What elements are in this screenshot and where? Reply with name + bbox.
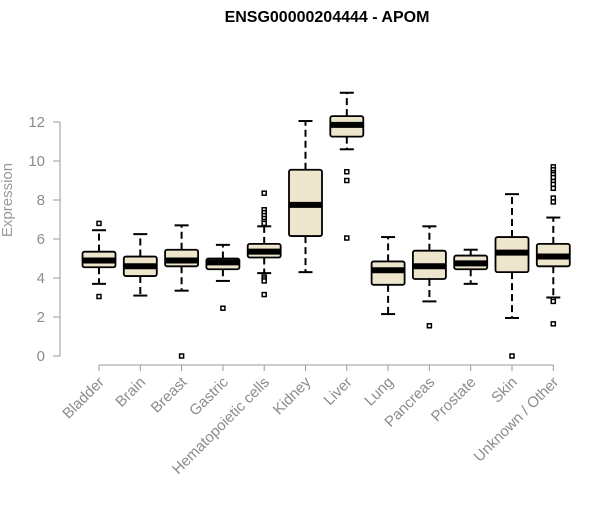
box-prostate [453, 248, 489, 285]
outlier-point [178, 353, 185, 359]
box-brain [122, 233, 158, 297]
y-axis-label: Expression [0, 163, 16, 237]
outlier-point [426, 323, 433, 329]
box-breast [164, 224, 200, 359]
box-gastric [205, 243, 241, 311]
y-tick-label: 8 [37, 192, 45, 209]
outlier-point [344, 235, 350, 241]
outlier-point [550, 185, 557, 192]
chart-title: ENSG00000204444 - APOM [225, 9, 430, 26]
outlier-point [96, 220, 102, 227]
outlier-point [509, 353, 515, 359]
box-unknown-other [535, 164, 571, 327]
y-tick-label: 2 [37, 309, 45, 326]
outlier-point [261, 190, 267, 196]
x-tick-label: Skin [488, 374, 521, 407]
x-tick-label: Prostate [428, 374, 480, 426]
x-tick-label: Bladder [59, 374, 108, 423]
box-lung [370, 236, 406, 316]
y-tick-label: 6 [37, 231, 45, 248]
x-tick-label: Liver [321, 374, 356, 409]
x-tick-label: Brain [112, 374, 149, 411]
y-tick-label: 0 [37, 348, 45, 365]
box-bladder [81, 220, 117, 300]
outlier-point [344, 177, 350, 184]
outlier-point [344, 168, 350, 175]
boxes-group [81, 91, 571, 359]
box-liver [329, 91, 365, 241]
outlier-point [96, 293, 102, 300]
outlier-point [261, 220, 267, 227]
box-kidney [288, 120, 323, 274]
y-tick-label: 12 [28, 114, 45, 131]
box-pancreas [411, 225, 447, 329]
x-tick-label: Kidney [270, 373, 315, 418]
outlier-point [261, 291, 267, 298]
y-axis: 0 2 4 6 8 10 12 [28, 114, 61, 365]
outlier-point [261, 278, 267, 284]
outlier-point [550, 321, 557, 327]
outlier-point [220, 305, 226, 311]
outlier-point [550, 199, 557, 205]
outlier-point [550, 298, 557, 305]
x-tick-label: Breast [148, 373, 191, 416]
x-tick-label: Lung [361, 374, 397, 410]
box-hematopoietic-cells [246, 190, 282, 298]
box-skin [494, 193, 530, 359]
y-tick-label: 10 [28, 153, 45, 170]
y-tick-label: 4 [37, 270, 45, 287]
